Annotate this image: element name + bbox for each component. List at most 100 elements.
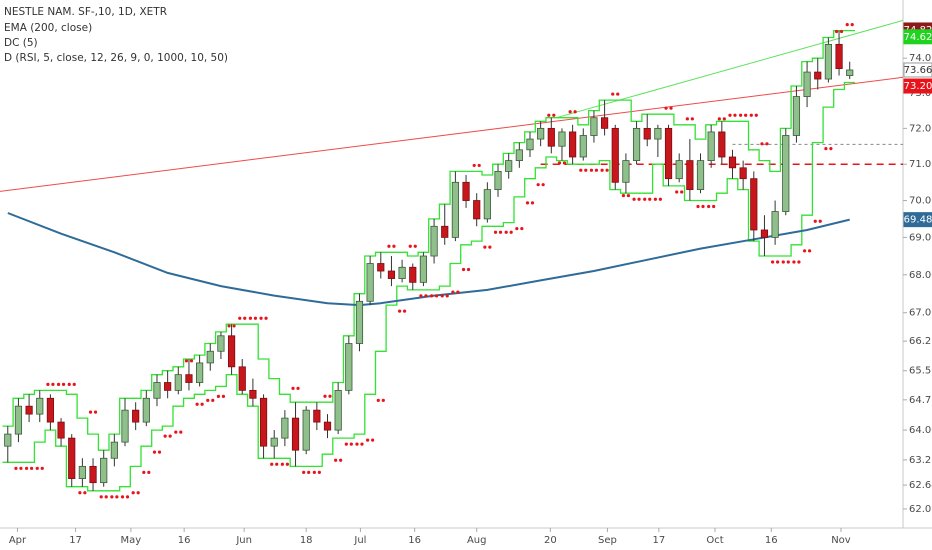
candle-body <box>558 131 566 147</box>
candle-body <box>14 405 23 435</box>
x-tick-label: 16 <box>408 535 421 546</box>
sar-dot <box>104 495 108 499</box>
sar-dot <box>429 294 434 298</box>
sar-dot <box>434 294 439 298</box>
sar-dot <box>461 267 466 272</box>
candle-body <box>132 409 140 423</box>
x-tick-label: 18 <box>300 535 313 546</box>
sar-dot <box>83 491 87 495</box>
sar-dot <box>771 260 775 264</box>
candle-body <box>355 300 364 344</box>
y-tick-label: 71.00 <box>909 159 932 170</box>
candle-body <box>302 409 310 451</box>
candle-body <box>164 382 172 391</box>
sar-dot <box>40 466 44 470</box>
sar-dot <box>696 204 700 209</box>
sar-dot <box>168 434 172 438</box>
sar-dot <box>136 491 140 495</box>
y-tick-label: 70.00 <box>909 196 932 207</box>
y-tick-label: 73.00 <box>909 88 932 99</box>
sar-dot <box>163 434 167 438</box>
sar-dot <box>712 204 716 209</box>
sar-dot <box>195 402 199 406</box>
sar-dot <box>707 204 711 209</box>
candle-body <box>398 266 406 279</box>
candle-body <box>547 127 555 147</box>
sar-dot <box>344 442 348 446</box>
candle-body <box>249 389 257 399</box>
price-tag-label: 74.62 <box>904 32 932 43</box>
candle-body <box>579 135 587 158</box>
indicator-label: DC (5) <box>4 37 38 49</box>
sar-dot <box>525 201 530 205</box>
y-tick-label: 64.76 <box>909 395 932 406</box>
sar-dot <box>600 168 604 172</box>
sar-dot <box>131 491 135 495</box>
sar-dot <box>568 110 572 114</box>
candle-body <box>36 397 44 415</box>
sar-dot <box>408 244 412 248</box>
sar-dot <box>206 398 210 402</box>
sar-dot <box>541 183 545 187</box>
candle-body <box>686 160 694 190</box>
candle-body <box>387 270 396 279</box>
sar-dot <box>99 495 103 499</box>
sar-dot <box>142 470 146 474</box>
sar-dot <box>24 466 29 470</box>
price-tag-label: 73.20 <box>904 81 932 92</box>
sar-dot <box>786 260 790 264</box>
sar-dot <box>722 117 726 121</box>
candle-body <box>739 167 747 180</box>
plot <box>0 19 904 499</box>
sar-dot <box>403 309 407 313</box>
sar-dot <box>46 382 50 386</box>
sar-dot <box>690 117 694 121</box>
sar-dot <box>744 113 748 117</box>
sar-dot <box>562 161 567 165</box>
candle-body <box>174 374 182 391</box>
sar-dot <box>376 398 380 402</box>
candle-body <box>419 255 428 283</box>
candle-body <box>142 397 150 423</box>
ema-line <box>7 212 850 307</box>
candle-body <box>526 138 534 151</box>
sar-dot <box>419 294 423 298</box>
sar-dot <box>584 168 588 172</box>
candle-body <box>238 366 246 391</box>
sar-dot <box>547 113 551 117</box>
sar-dot <box>733 113 737 117</box>
sar-dot <box>807 249 812 253</box>
y-tick-label: 72.00 <box>909 123 932 134</box>
sar-dot <box>14 466 18 470</box>
x-tick-label: 17 <box>652 535 665 546</box>
sar-dot <box>658 197 662 201</box>
sar-dot <box>51 382 55 386</box>
price-tag-label: 69.48 <box>904 215 932 226</box>
sar-dot <box>451 290 455 294</box>
sar-dot <box>802 249 807 253</box>
price-tag <box>903 62 932 78</box>
sar-dot <box>349 442 353 446</box>
sar-dot <box>515 226 519 231</box>
candle-body <box>632 127 641 161</box>
y-tick-label: 68.00 <box>909 270 932 281</box>
candle-body <box>68 437 76 479</box>
sar-dot <box>760 142 764 146</box>
x-tick-label: May <box>121 535 142 546</box>
sar-dot <box>200 402 204 406</box>
candle-body <box>110 441 118 459</box>
candle-body <box>505 160 513 172</box>
sar-dot <box>211 398 215 402</box>
sar-dot <box>398 309 402 313</box>
sar-dot <box>424 294 428 298</box>
x-tick-label: 20 <box>544 535 557 546</box>
candle-body <box>377 263 385 272</box>
sar-dot <box>483 245 487 249</box>
candle-body <box>600 117 609 129</box>
sar-dot <box>227 324 231 328</box>
sar-dot <box>61 382 66 386</box>
sar-dot <box>824 147 828 151</box>
y-tick-label: 65.50 <box>909 366 932 377</box>
sar-dot <box>355 442 359 446</box>
